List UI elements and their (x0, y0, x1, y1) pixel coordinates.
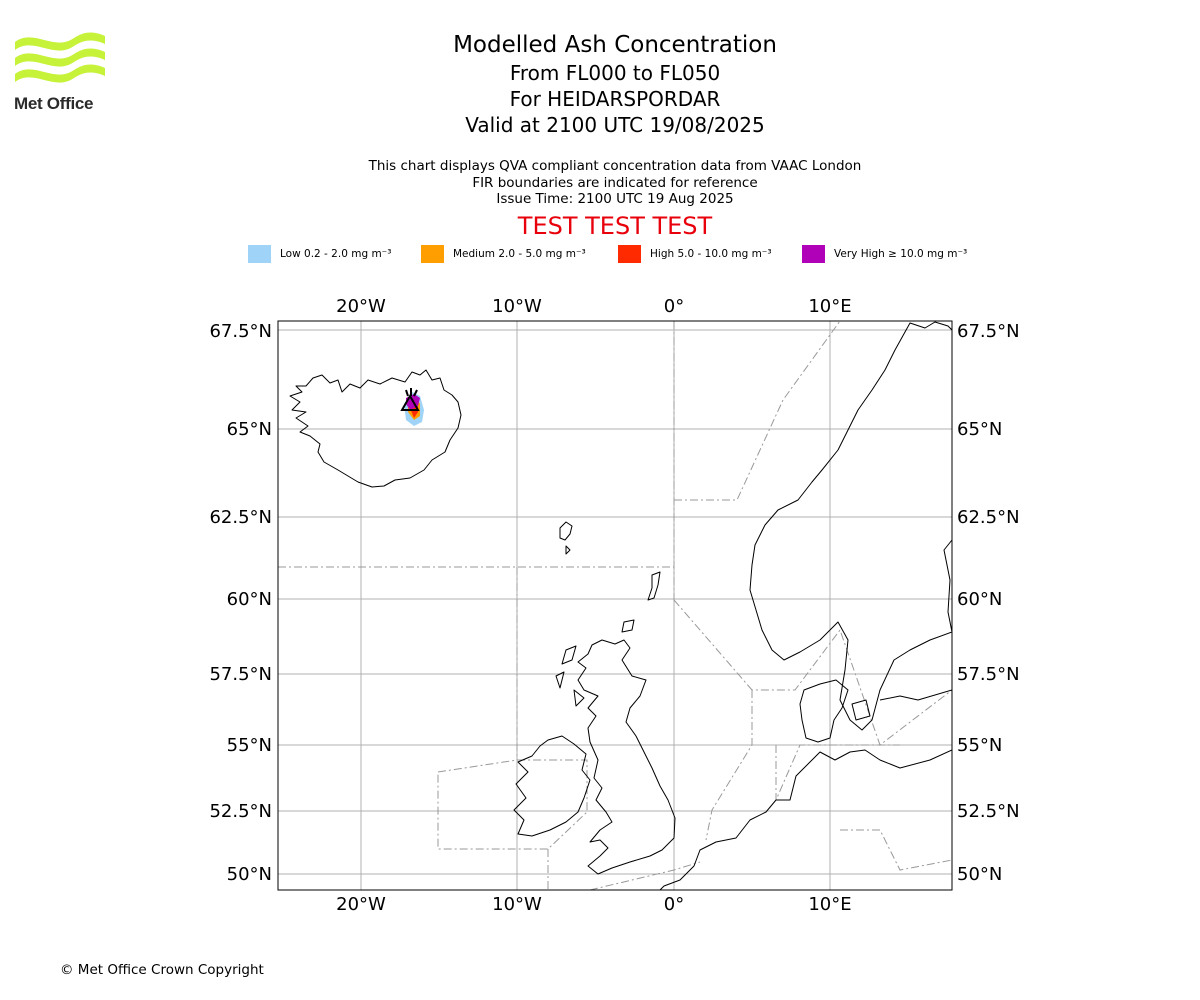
lat-tick-right-55n: 55°N (957, 735, 1002, 756)
coastline-iceland (289, 369, 462, 488)
gridlines (278, 321, 952, 890)
volcano-icon (400, 388, 420, 411)
lon-tick-bottom-20w: 20°W (336, 894, 386, 915)
title-block: Modelled Ash Concentration From FL000 to… (315, 30, 915, 138)
fir-line-north-sea (673, 599, 952, 746)
met-office-wave-icon (15, 32, 105, 83)
coastline-scandinavia (749, 321, 952, 731)
subtitle-line-2: FIR boundaries are indicated for referen… (472, 174, 758, 191)
legend-label-medium: Medium 2.0 - 5.0 mg m⁻³ (453, 248, 586, 260)
ash-plume (400, 388, 424, 426)
lon-tick-bottom-0: 0° (664, 894, 684, 915)
flight-levels: From FL000 to FL050 (509, 61, 721, 85)
coastline-baltic (879, 689, 952, 701)
lat-tick-right-67-5n: 67.5°N (957, 321, 1020, 342)
lat-tick-right-57-5n: 57.5°N (957, 664, 1020, 685)
legend-label-high: High 5.0 - 10.0 mg m⁻³ (650, 248, 772, 260)
fir-line-south (840, 829, 952, 871)
copyright-notice: © Met Office Crown Copyright (60, 962, 264, 978)
lon-tick-top-10e: 10°E (808, 296, 851, 317)
lat-tick-left-65n: 65°N (227, 419, 272, 440)
coastline-continent (659, 749, 952, 890)
lat-ticks-right: 67.5°N 65°N 62.5°N 60°N 57.5°N 55°N 52.5… (957, 321, 1020, 885)
lat-tick-left-50n: 50°N (227, 864, 272, 885)
lat-tick-left-57-5n: 57.5°N (209, 664, 272, 685)
lon-tick-top-20w: 20°W (336, 296, 386, 317)
lat-tick-left-52-5n: 52.5°N (209, 801, 272, 822)
lon-tick-bottom-10w: 10°W (492, 894, 542, 915)
legend-item-low: Low 0.2 - 2.0 mg m⁻³ (248, 244, 391, 264)
fir-line-norway (674, 321, 841, 501)
legend-item-very-high: Very High ≥ 10.0 mg m⁻³ (802, 244, 967, 264)
map-frame (277, 320, 953, 891)
lon-tick-bottom-10e: 10°E (808, 894, 851, 915)
coastline-ireland (513, 735, 591, 837)
coastline-shetland (647, 571, 661, 601)
coastline-denmark (799, 679, 871, 743)
lon-ticks-bottom: 20°W 10°W 0° 10°E (336, 894, 851, 915)
logo-text: Met Office (14, 94, 94, 113)
lat-tick-left-55n: 55°N (227, 735, 272, 756)
coastlines (289, 321, 952, 890)
lat-tick-left-60n: 60°N (227, 589, 272, 610)
lon-tick-top-0: 0° (664, 296, 684, 317)
lat-tick-right-52-5n: 52.5°N (957, 801, 1020, 822)
fir-line-germany (775, 744, 900, 801)
coastline-faroe (559, 521, 573, 555)
fir-line-channel (589, 861, 701, 890)
subtitle-block: This chart displays QVA compliant concen… (315, 158, 915, 208)
legend-item-high: High 5.0 - 10.0 mg m⁻³ (618, 244, 772, 264)
lon-ticks-top: 20°W 10°W 0° 10°E (336, 296, 851, 317)
fir-boundaries (278, 321, 952, 890)
lat-tick-left-62-5n: 62.5°N (209, 507, 272, 528)
lat-tick-right-50n: 50°N (957, 864, 1002, 885)
coastline-great-britain (577, 639, 676, 875)
lat-tick-right-60n: 60°N (957, 589, 1002, 610)
lat-ticks-left: 67.5°N 65°N 62.5°N 60°N 57.5°N 55°N 52.5… (209, 321, 272, 885)
met-office-logo: Met Office (14, 30, 108, 114)
subtitle-line-1: This chart displays QVA compliant concen… (368, 158, 862, 174)
legend-label-very-high: Very High ≥ 10.0 mg m⁻³ (834, 248, 968, 260)
lat-tick-right-62-5n: 62.5°N (957, 507, 1020, 528)
fir-line-shannon (437, 759, 588, 850)
lon-tick-top-10w: 10°W (492, 296, 542, 317)
legend-swatch-low (248, 245, 271, 263)
volcano-name: For HEIDARSPORDAR (509, 87, 721, 111)
valid-time: Valid at 2100 UTC 19/08/2025 (465, 113, 765, 137)
legend-swatch-very-high (802, 245, 825, 263)
legend-swatch-high (618, 245, 641, 263)
coastline-hebrides (555, 645, 585, 707)
legend-item-medium: Medium 2.0 - 5.0 mg m⁻³ (421, 244, 586, 264)
legend-swatch-medium (421, 245, 444, 263)
coastline-orkney (621, 619, 635, 633)
legend-label-low: Low 0.2 - 2.0 mg m⁻³ (280, 248, 392, 260)
legend: Low 0.2 - 2.0 mg m⁻³ Medium 2.0 - 5.0 mg… (0, 244, 1200, 264)
issue-time: Issue Time: 2100 UTC 19 Aug 2025 (496, 191, 734, 207)
lat-tick-right-65n: 65°N (957, 419, 1002, 440)
fir-line-uk-netherlands (705, 690, 753, 841)
test-banner: TEST TEST TEST (517, 212, 713, 240)
chart-title: Modelled Ash Concentration (453, 32, 777, 58)
lat-tick-left-67-5n: 67.5°N (209, 321, 272, 342)
